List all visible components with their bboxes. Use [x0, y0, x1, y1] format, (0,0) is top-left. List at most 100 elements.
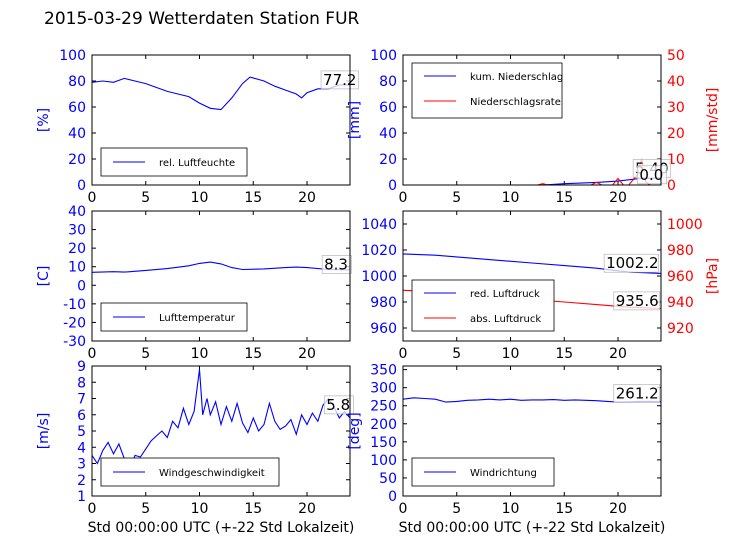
x-tick-label: 20	[298, 501, 316, 517]
x-tick-label: 15	[555, 501, 573, 517]
y-tick-label: 100	[59, 48, 86, 64]
y-tick-label: 7	[77, 392, 86, 408]
annotation-label: 1002.2	[606, 254, 659, 272]
legend-label: Niederschlagsrate	[470, 97, 561, 108]
x-axis-label: Std 00:00:00 UTC (+-22 Std Lokalzeit)	[399, 520, 666, 536]
y2-tick-label: 20	[667, 126, 685, 142]
y-tick-label: 5	[77, 424, 86, 440]
x-tick-label: 10	[502, 346, 520, 362]
y-tick-label: 1020	[361, 243, 397, 259]
y-tick-label: 4	[77, 440, 86, 456]
y-tick-label: 40	[68, 126, 86, 142]
plot-frame	[402, 54, 662, 186]
x-tick-label: 20	[298, 190, 316, 206]
x-tick-label: 10	[191, 190, 209, 206]
x-tick-label: 0	[88, 501, 97, 517]
y-tick-label: 250	[370, 399, 397, 415]
x-tick-label: 10	[191, 346, 209, 362]
y-tick-label: 1000	[361, 269, 397, 285]
annotation-label: 261.2	[616, 385, 659, 403]
y-tick-label: -10	[63, 297, 86, 313]
legend-label: kum. Niederschlag	[470, 72, 563, 83]
annotation-label: 8.3	[324, 256, 348, 274]
series-line	[91, 261, 351, 273]
y-axis-label: [mm]	[347, 101, 363, 139]
x-tick-label: 0	[399, 501, 408, 517]
x-tick-label: 0	[88, 190, 97, 206]
y-tick-label: 3	[77, 457, 86, 473]
y-tick-label: 10	[68, 260, 86, 276]
x-tick-label: 15	[555, 346, 573, 362]
y-tick-label: 60	[68, 100, 86, 116]
y2-tick-label: 0	[667, 178, 676, 194]
y-tick-label: 20	[68, 241, 86, 257]
y-tick-label: 40	[68, 204, 86, 220]
legend-label: abs. Luftdruck	[470, 314, 541, 325]
y-tick-label: 6	[77, 408, 86, 424]
x-tick-label: 5	[141, 190, 150, 206]
y2-tick-label: 1000	[667, 217, 703, 233]
y-tick-label: 40	[379, 126, 397, 142]
y-tick-label: 80	[68, 74, 86, 90]
plot-frame	[402, 365, 662, 497]
y-tick-label: 980	[370, 295, 397, 311]
series-line	[91, 369, 351, 472]
plot-frame	[91, 365, 351, 497]
y-tick-label: 50	[379, 471, 397, 487]
y-tick-label: 80	[379, 74, 397, 90]
x-tick-label: 5	[452, 501, 461, 517]
plot-frame	[402, 210, 662, 342]
y-tick-label: 0	[77, 178, 86, 194]
y-tick-label: 350	[370, 363, 397, 379]
annotation-box	[613, 291, 661, 311]
annotation-box	[613, 384, 661, 403]
chart-temperature: 0 5 10 15 20 -30 -20 -10 0 10 20 30 40 [C] 8.3 Lufttemp…	[36, 204, 352, 362]
y2-tick-label: 30	[667, 100, 685, 116]
y-tick-label: 300	[370, 381, 397, 397]
y-axis-label: [deg]	[347, 412, 363, 449]
legend-label: red. Luftdruck	[470, 289, 540, 300]
annotation-box	[637, 165, 667, 185]
y-tick-label: 1	[77, 489, 86, 505]
y-tick-label: 100	[370, 48, 397, 64]
y-tick-label: 100	[370, 453, 397, 469]
plot-frame	[91, 210, 351, 342]
y-tick-label: 150	[370, 435, 397, 451]
chart-pressure: 0 5 10 15 20 960 980 1000 1020 1040 920 940 960 980 10…	[361, 210, 721, 362]
y2-tick-label: 40	[667, 74, 685, 90]
annotation-label: 0.0	[639, 166, 663, 184]
annotation-box	[320, 70, 359, 90]
x-tick-label: 20	[609, 346, 627, 362]
legend-label: Windrichtung	[470, 468, 537, 479]
x-tick-label: 20	[609, 190, 627, 206]
y2-axis-label: [mm/std]	[705, 88, 721, 153]
x-tick-label: 15	[244, 501, 262, 517]
x-tick-label: 15	[244, 346, 262, 362]
y-tick-label: 30	[68, 223, 86, 239]
y-tick-label: -30	[63, 334, 86, 350]
x-axis-label: Std 00:00:00 UTC (+-22 Std Lokalzeit)	[88, 520, 355, 536]
y-tick-label: 0	[388, 489, 397, 505]
x-tick-label: 20	[609, 501, 627, 517]
chart-precipitation: 0 5 10 15 20 0 20 40 60 80 100 0 10 20 30 40 50 [mm] [mm/s…	[347, 48, 721, 206]
y-tick-label: 20	[379, 152, 397, 168]
x-tick-label: 0	[399, 346, 408, 362]
y2-axis-label: [hPa]	[705, 258, 721, 294]
y2-tick-label: 960	[667, 269, 694, 285]
y-tick-label: -20	[63, 315, 86, 331]
x-tick-label: 20	[298, 346, 316, 362]
legend-box	[411, 279, 555, 332]
y-tick-label: 960	[370, 321, 397, 337]
y-axis-label: [C]	[36, 266, 52, 287]
x-tick-label: 10	[502, 190, 520, 206]
plot-frame	[91, 54, 351, 186]
x-tick-label: 5	[452, 190, 461, 206]
y2-tick-label: 50	[667, 48, 685, 64]
annotation-box	[603, 253, 659, 273]
figure-title: 2015-03-29 Wetterdaten Station FUR	[44, 9, 360, 29]
series-line	[91, 76, 350, 111]
y2-tick-label: 920	[667, 321, 694, 337]
y-tick-label: 8	[77, 375, 86, 391]
